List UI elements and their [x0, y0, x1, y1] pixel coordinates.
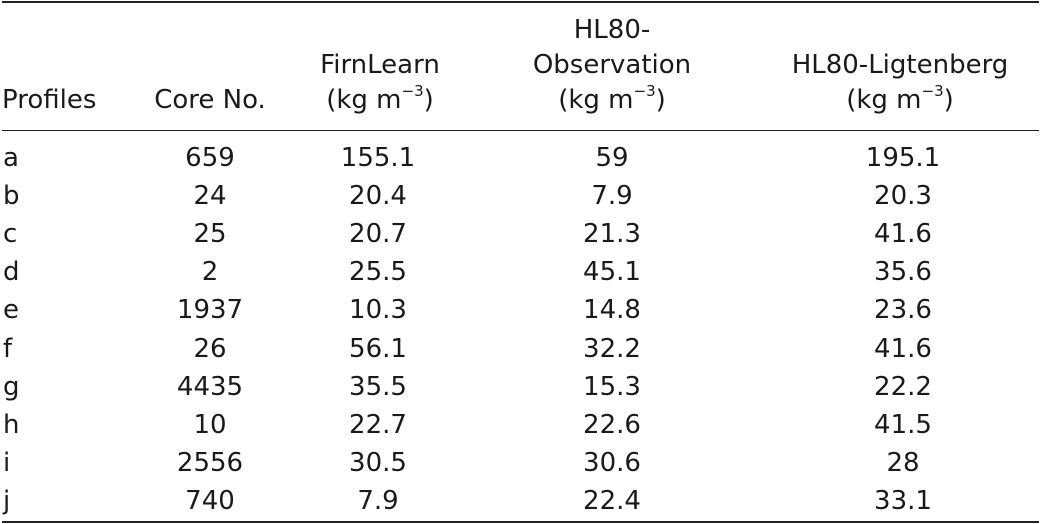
table-cell: 56.1 — [349, 333, 407, 364]
table-cell: 35.5 — [349, 371, 407, 402]
table-cell: 7.9 — [591, 181, 633, 212]
header-firnlearn: FirnLearn (kg m−3) — [300, 48, 460, 118]
header-core-no: Core No. — [140, 83, 280, 118]
table-cell: h — [3, 409, 20, 440]
table-cell: f — [3, 333, 13, 364]
table-cell: 59 — [595, 143, 629, 173]
table-cell: 30.6 — [583, 447, 641, 478]
table-cell: 10 — [193, 409, 227, 440]
table-cell: 22.6 — [583, 409, 641, 440]
table-cell: 2556 — [176, 447, 244, 478]
table-cell: 7.9 — [357, 485, 399, 516]
header-line: Core No. — [154, 85, 266, 115]
table-cell: 41.5 — [874, 409, 932, 440]
table-cell: i — [3, 447, 11, 478]
header-line: Profiles — [2, 85, 97, 115]
header-line: (kg m−3) — [558, 82, 666, 115]
table-cell: 21.3 — [583, 219, 641, 250]
table-cell: 25.5 — [349, 257, 407, 288]
table-cell: j — [3, 485, 11, 516]
table-cell: 659 — [185, 143, 235, 173]
header-hl80-observation: HL80- Observation (kg m−3) — [512, 13, 712, 118]
table-cell: 10.3 — [349, 295, 407, 326]
table-cell: a — [3, 143, 19, 173]
table-cell: 740 — [185, 485, 235, 516]
top-rule — [2, 1, 1039, 3]
table-cell: 2 — [201, 257, 219, 288]
table-cell: 22.7 — [349, 409, 407, 440]
table-cell: 4435 — [176, 371, 244, 402]
header-line: HL80-Ligtenberg — [791, 50, 1009, 80]
table-cell: 45.1 — [583, 257, 641, 288]
table-cell: e — [3, 295, 19, 326]
table-cell: 22.4 — [583, 485, 641, 516]
table-cell: 25 — [193, 219, 227, 250]
table-cell: 195.1 — [865, 143, 941, 173]
table-cell: 41.6 — [874, 219, 932, 250]
header-line: (kg m−3) — [326, 82, 434, 115]
table-cell: 20.3 — [874, 181, 932, 212]
header-rule — [2, 130, 1039, 131]
table-cell: g — [3, 371, 20, 402]
table-cell: 32.2 — [583, 333, 641, 364]
table-cell: 15.3 — [583, 371, 641, 402]
header-line: FirnLearn — [320, 50, 440, 80]
table-cell: 20.7 — [349, 219, 407, 250]
table-cell: c — [3, 219, 18, 250]
table-cell: 33.1 — [874, 485, 932, 516]
table-cell: d — [3, 257, 20, 288]
table-cell: 14.8 — [583, 295, 641, 326]
table-cell: 41.6 — [874, 333, 932, 364]
table-cell: b — [3, 181, 20, 212]
table-cell: 30.5 — [349, 447, 407, 478]
table-cell: 35.6 — [874, 257, 932, 288]
table-cell: 20.4 — [349, 181, 407, 212]
header-hl80-ligtenberg: HL80-Ligtenberg (kg m−3) — [760, 48, 1040, 118]
table-cell: 28 — [886, 447, 920, 478]
header-line: (kg m−3) — [846, 82, 954, 115]
table-cell: 22.2 — [874, 371, 932, 402]
bottom-rule — [2, 521, 1039, 523]
table-cell: 155.1 — [340, 143, 416, 173]
header-line: HL80- — [573, 15, 651, 45]
header-profiles: Profiles — [2, 83, 112, 118]
table-cell: 24 — [193, 181, 227, 212]
table-cell: 26 — [193, 333, 227, 364]
header-line: Observation — [532, 50, 692, 80]
table-cell: 23.6 — [874, 295, 932, 326]
table-cell: 1937 — [176, 295, 244, 326]
